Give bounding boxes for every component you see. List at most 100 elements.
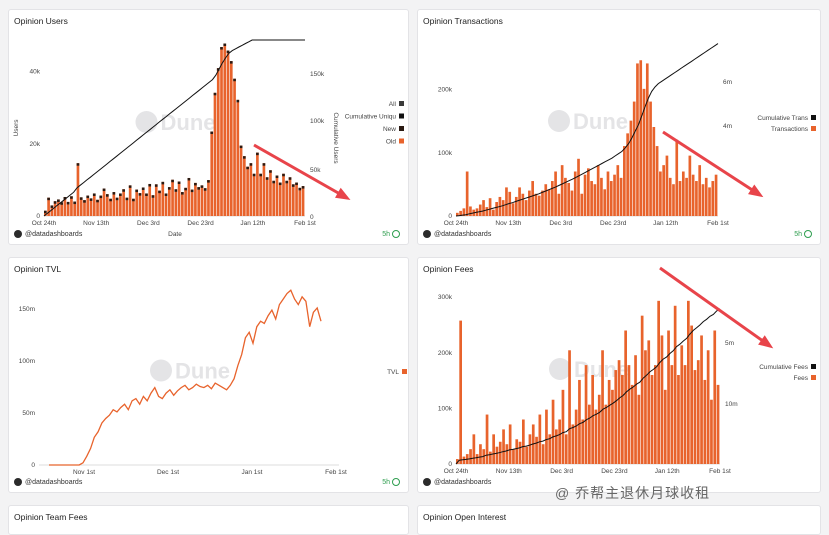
old-users-bar xyxy=(138,193,142,216)
users-chart[interactable]: Dune 0 20k 40k 0 50k 100k 150k Oct 24th Nov 13th D… xyxy=(9,10,409,245)
transactions-bar xyxy=(685,177,688,216)
x-tick-label: Dec 1st xyxy=(157,469,179,476)
old-users-bar xyxy=(252,173,256,216)
new-users-bar xyxy=(76,163,80,166)
fees-panel: Opinion Fees Dune0100k200k300k5m10mOct 2… xyxy=(417,257,821,493)
transactions-bar xyxy=(528,190,531,216)
legend-swatch xyxy=(811,126,816,131)
new-users-bar xyxy=(167,187,171,190)
legend-label: Transactions xyxy=(771,126,809,133)
x-tick-label: Feb 1st xyxy=(325,469,347,476)
transactions-bar xyxy=(554,171,557,216)
new-users-bar xyxy=(177,181,181,185)
transactions-bar xyxy=(587,168,590,216)
fees-bar xyxy=(568,350,571,464)
fees-bar xyxy=(489,451,492,464)
new-users-bar xyxy=(154,184,158,187)
transactions-bar xyxy=(501,200,505,216)
x-tick-label: Feb 1st xyxy=(707,220,729,227)
fees-bar xyxy=(561,389,565,464)
fees-bar xyxy=(469,449,472,464)
old-users-bar xyxy=(141,187,145,216)
new-users-bar xyxy=(262,163,266,166)
y2-tick-label: 10m xyxy=(725,401,738,408)
transactions-bar xyxy=(577,158,580,216)
transactions-bar xyxy=(596,165,600,216)
transactions-bar xyxy=(564,177,567,216)
transactions-bar xyxy=(590,181,593,216)
new-users-bar xyxy=(158,190,161,194)
fees-bar xyxy=(462,456,466,464)
new-users-bar xyxy=(174,189,178,192)
fees-bar xyxy=(607,379,611,464)
y-tick-label: 100k xyxy=(438,405,453,412)
old-users-bar xyxy=(128,185,132,216)
fees-bar xyxy=(548,434,552,464)
x-tick-label: Nov 13th xyxy=(495,220,521,227)
tvl-chart[interactable]: Dune 0 50m 100m 150m Nov 1st Dec 1st Jan 1st Feb… xyxy=(9,258,409,493)
transactions-bar xyxy=(485,207,489,216)
author-footer[interactable]: @datadashboards xyxy=(14,478,82,486)
transactions-bar xyxy=(557,193,561,216)
transactions-chart[interactable]: Dune 0 100k 200k 4m 6m Oct 24th Nov 13th Dec 3rd… xyxy=(418,10,821,245)
fees-bar xyxy=(591,375,594,464)
author-name: @datadashboards xyxy=(434,478,492,486)
new-users-bar xyxy=(291,184,295,187)
panel-title: Opinion Team Fees xyxy=(14,512,88,522)
transactions-bar xyxy=(711,181,715,216)
panel-title: Opinion Users xyxy=(14,16,68,26)
x-tick-label: Nov 13th xyxy=(496,468,522,475)
red-arrow-icon xyxy=(662,130,761,197)
x-tick-label: Feb 1st xyxy=(709,468,731,475)
fees-bar xyxy=(555,429,558,464)
y-tick-label: 100m xyxy=(19,358,35,365)
fees-bar xyxy=(528,434,532,464)
old-users-bar xyxy=(262,163,266,216)
old-users-bar xyxy=(210,131,214,216)
new-users-bar xyxy=(298,187,302,191)
open-interest-panel: Opinion Open Interest xyxy=(417,505,821,535)
x-tick-label: Jan 1st xyxy=(242,469,263,476)
old-users-bar xyxy=(96,199,99,216)
fees-bar xyxy=(459,320,462,464)
new-users-bar xyxy=(288,177,292,180)
new-users-bar xyxy=(236,99,240,103)
author-footer[interactable]: @datadashboards xyxy=(423,230,491,238)
fees-bar xyxy=(624,330,627,464)
y-tick-label: 200k xyxy=(438,87,453,94)
dune-watermark: Dune xyxy=(573,109,628,134)
transactions-bar xyxy=(580,193,584,216)
fees-bar xyxy=(588,404,591,464)
fees-bar xyxy=(584,365,588,464)
old-users-bar xyxy=(83,200,86,216)
y2-tick-label: 6m xyxy=(723,79,732,86)
x-axis-label: Date xyxy=(168,231,182,238)
new-users-bar xyxy=(210,131,214,135)
fees-bar xyxy=(485,414,489,464)
old-users-bar xyxy=(184,187,187,216)
old-users-bar xyxy=(79,197,83,216)
panel-title: Opinion TVL xyxy=(14,264,62,274)
new-users-bar xyxy=(203,188,207,191)
old-users-bar xyxy=(216,68,220,216)
author-footer[interactable]: @datadashboards xyxy=(423,478,491,486)
old-users-bar xyxy=(112,192,116,216)
old-users-bar xyxy=(233,78,236,216)
old-users-bar xyxy=(177,181,181,216)
transactions-bar xyxy=(632,101,636,216)
new-users-bar xyxy=(122,189,125,192)
old-users-bar xyxy=(259,173,262,216)
fees-bar xyxy=(647,340,651,464)
transactions-bar xyxy=(675,139,679,216)
transactions-bar xyxy=(478,204,482,216)
cumulative-users-line xyxy=(43,39,305,217)
refresh-age: 5h xyxy=(382,478,400,486)
author-footer[interactable]: @datadashboards xyxy=(14,230,82,238)
new-users-bar xyxy=(197,187,200,190)
old-users-bar xyxy=(187,177,191,216)
new-users-bar xyxy=(66,201,70,205)
new-users-bar xyxy=(171,179,174,183)
new-users-bar xyxy=(207,180,210,183)
old-users-bar xyxy=(220,47,223,216)
